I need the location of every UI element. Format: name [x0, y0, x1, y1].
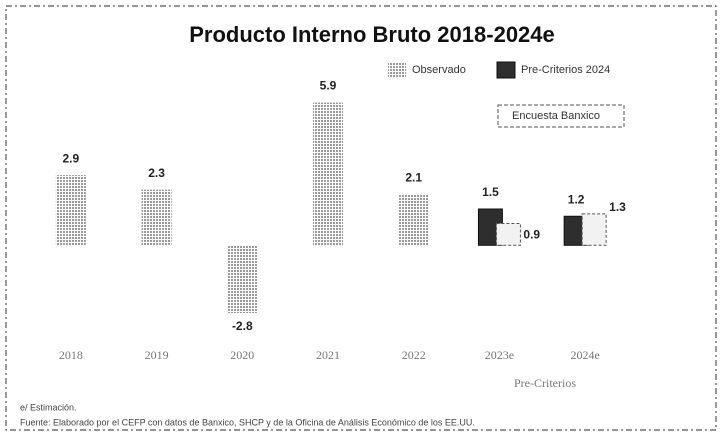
- footnote: e/ Estimación.: [20, 402, 77, 412]
- value-label: 2.3: [148, 166, 165, 180]
- x-tick-label: 2022: [402, 348, 426, 362]
- value-label: 5.9: [320, 79, 337, 93]
- value-label: 1.2: [568, 192, 585, 206]
- x-tick-label: 2023e: [485, 348, 514, 362]
- annotation: Pre-Criterios: [514, 376, 576, 390]
- legend-box: [497, 104, 625, 128]
- value-label: 1.5: [482, 185, 499, 199]
- legend-label: Pre-Criterios 2024: [521, 64, 610, 76]
- value-label: 2.1: [405, 171, 422, 185]
- x-tick-label: 2024e: [570, 348, 599, 362]
- bar: [581, 213, 607, 246]
- x-tick-label: 2018: [59, 348, 83, 362]
- bar: [55, 175, 86, 246]
- x-tick-label: 2021: [316, 348, 340, 362]
- frame: [5, 5, 717, 431]
- bar: [227, 245, 258, 314]
- bar: [313, 102, 343, 246]
- bar: [141, 189, 172, 246]
- chart-title: Producto Interno Bruto 2018-2024e: [189, 22, 555, 47]
- x-tick-label: 2019: [145, 348, 169, 362]
- bar: [495, 223, 521, 246]
- legend-swatch: [496, 61, 516, 79]
- legend-label: Encuesta Banxico: [512, 110, 600, 122]
- source: Fuente: Elaborado por el CEFP con datos …: [20, 417, 475, 427]
- value-label: 2.9: [63, 151, 80, 165]
- legend-swatch: [388, 62, 406, 78]
- value-label: -2.8: [232, 319, 253, 333]
- legend-label: Observado: [412, 64, 466, 76]
- bar: [398, 194, 429, 246]
- value-label: 1.3: [609, 200, 626, 214]
- x-tick-label: 2020: [230, 348, 254, 362]
- value-label: 0.9: [523, 228, 540, 242]
